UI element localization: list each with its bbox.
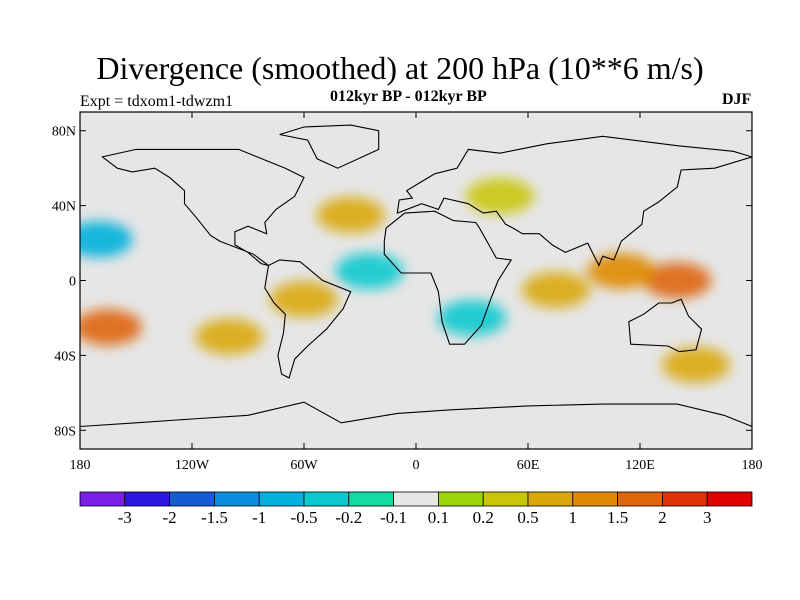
colorbar-label-1: -2 [163,508,177,527]
y-tick-label-0: 80N [52,125,76,140]
colorbar-label-13: 3 [703,508,712,527]
x-tick-label-4: 60E [517,458,540,473]
y-tick-label-2: 0 [69,275,76,290]
y-tick-label-1: 40N [52,200,76,215]
divergence-region-1 [643,262,712,299]
period-label: 012kyr BP - 012kyr BP [330,88,487,105]
x-tick-label-6: 180 [742,458,763,473]
colorbar-label-12: 2 [658,508,667,527]
divergence-region-0 [80,221,133,258]
coastline-antarctica-coast [80,401,752,428]
colorbar-swatch-11 [572,491,618,507]
divergence-region-2 [587,253,656,290]
divergence-region-11 [270,281,338,318]
coastline-north-america [101,148,305,267]
divergence-region-10 [335,253,404,290]
colorbar-label-4: -0.5 [291,508,318,527]
colorbar-swatch-0 [79,491,126,507]
divergence-region-6 [438,299,506,336]
divergence-region-8 [466,178,534,215]
colorbar-label-11: 1.5 [607,508,628,527]
colorbar-label-5: -0.2 [335,508,362,527]
divergence-region-5 [522,271,590,308]
colorbar-label-0: -3 [118,508,132,527]
y-tick-label-4: 80S [54,424,76,439]
coastline-greenland [279,124,380,169]
colorbar-swatch-12 [617,491,663,507]
colorbar-swatch-3 [213,491,260,507]
colorbar-label-3: -1 [252,508,266,527]
coastline-australia [628,298,703,353]
x-tick-label-2: 60W [290,458,318,473]
colorbar-label-7: 0.1 [428,508,449,527]
coastline-south-america [264,259,352,379]
divergence-region-9 [662,346,730,383]
colorbar-label-9: 0.5 [517,508,538,527]
x-tick-label-0: 180 [70,458,91,473]
divergence-region-3 [80,309,142,346]
colorbar-swatch-14 [706,491,753,507]
colorbar-label-2: -1.5 [201,508,228,527]
y-tick-label-3: 40S [54,349,76,364]
colorbar-label-6: -0.1 [380,508,407,527]
colorbar-swatch-1 [124,491,171,507]
colorbar-swatch-9 [482,491,529,507]
colorbar-label-8: 0.2 [473,508,494,527]
colorbar-swatch-10 [527,491,574,507]
colorbar-swatch-5 [303,491,350,507]
colorbar-swatch-6 [348,491,394,507]
experiment-label: Expt = tdxom1-tdwzm1 [80,93,234,110]
colorbar-swatch-2 [169,491,215,507]
x-tick-label-1: 120W [175,458,210,473]
chart-title: Divergence (smoothed) at 200 hPa (10**6 … [96,50,704,86]
divergence-region-7 [316,196,385,233]
x-tick-label-3: 0 [413,458,420,473]
colorbar-swatch-13 [662,491,708,507]
season-label: DJF [722,91,752,108]
colorbar-label-10: 1 [569,508,578,527]
coastline-eurasia [396,135,752,267]
x-tick-label-5: 120E [625,458,655,473]
colorbar-swatch-8 [437,491,484,507]
colorbar-swatch-4 [258,491,305,507]
divergence-region-4 [195,318,264,355]
coastline-africa [383,210,513,345]
colorbar-swatch-7 [393,491,439,507]
